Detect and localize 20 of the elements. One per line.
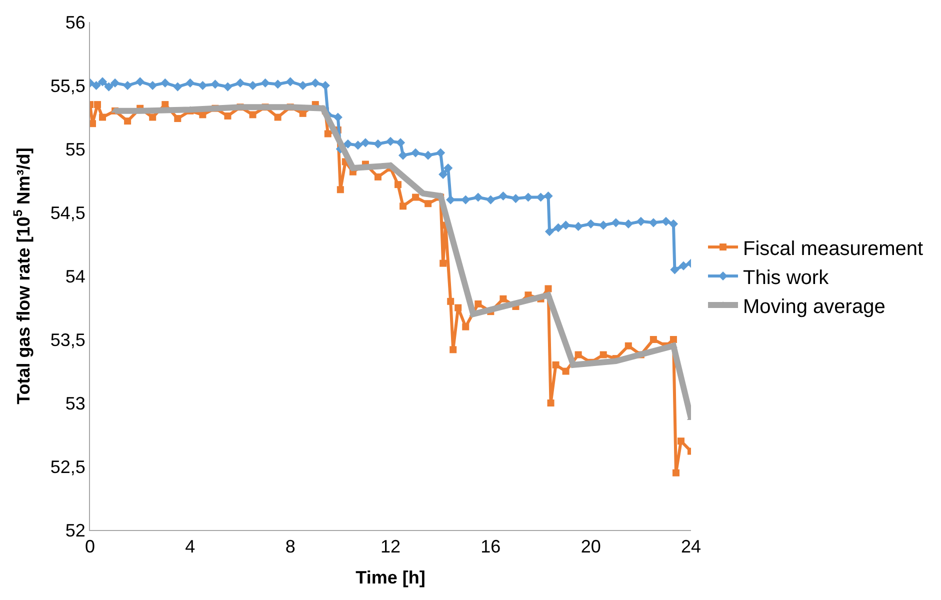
legend-label: Fiscal measurement xyxy=(743,238,924,260)
x-tick-label: 20 xyxy=(580,536,601,557)
y-tick-label: 53,5 xyxy=(50,330,86,350)
y-tick-label: 52,5 xyxy=(50,456,86,477)
x-axis-title: Time [h] xyxy=(356,568,426,588)
y-tick-label: 55 xyxy=(65,139,86,160)
x-tick-label: 8 xyxy=(285,536,296,557)
y-tick-label: 54 xyxy=(65,266,86,286)
x-tick-label: 16 xyxy=(480,536,501,557)
y-tick-label: 52 xyxy=(65,520,86,540)
legend-label: This work xyxy=(743,266,830,289)
y-tick-label: 53 xyxy=(65,393,86,414)
y-tick-label: 54,5 xyxy=(50,202,86,223)
x-tick-label: 12 xyxy=(380,536,401,557)
x-tick-label: 4 xyxy=(185,536,196,557)
x-tick-label: 24 xyxy=(680,536,702,557)
y-tick-label: 55,5 xyxy=(50,76,86,96)
legend-label: Moving average xyxy=(743,296,886,318)
x-tick-label: 0 xyxy=(84,536,96,557)
y-tick-label: 56 xyxy=(65,12,86,32)
